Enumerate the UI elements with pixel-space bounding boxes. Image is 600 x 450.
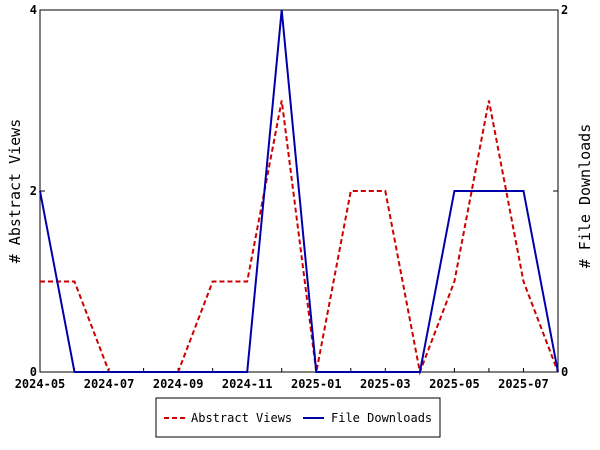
y-axis-right-label: # File Downloads <box>576 124 594 269</box>
x-tick-label-2024-05: 2024-05 <box>15 377 66 391</box>
series-line-abstract-views <box>40 100 559 376</box>
legend-box <box>155 397 441 438</box>
x-tick-label-2025-07: 2025-07 <box>498 377 549 391</box>
legend-label-abstract-views: Abstract Views <box>191 411 292 425</box>
axis-tick-labels: 2024-05 2024-07 2024-09 2024-11 2025-01 2025-… <box>15 3 569 391</box>
x-tick-label-2024-09: 2024-09 <box>153 377 204 391</box>
y-axis-left-label: # Abstract Views <box>6 119 24 264</box>
y-left-tick-label-2: 2 <box>30 184 37 198</box>
x-tick-label-2024-11: 2024-11 <box>222 377 273 391</box>
series-layer <box>39 9 559 376</box>
x-tick-label-2025-05: 2025-05 <box>429 377 480 391</box>
series-line-file-downloads <box>39 9 559 373</box>
y-right-tick-label-2: 2 <box>561 3 568 17</box>
x-tick-label-2025-01: 2025-01 <box>291 377 342 391</box>
y-left-tick-label-0: 0 <box>30 365 37 379</box>
legend-label-file-downloads: File Downloads <box>331 411 432 425</box>
x-tick-label-2025-03: 2025-03 <box>360 377 411 391</box>
y-right-tick-label-0: 0 <box>561 365 568 379</box>
y-left-tick-label-4: 4 <box>30 3 37 17</box>
legend: Abstract Views File Downloads <box>155 397 441 438</box>
x-tick-label-2024-07: 2024-07 <box>84 377 135 391</box>
